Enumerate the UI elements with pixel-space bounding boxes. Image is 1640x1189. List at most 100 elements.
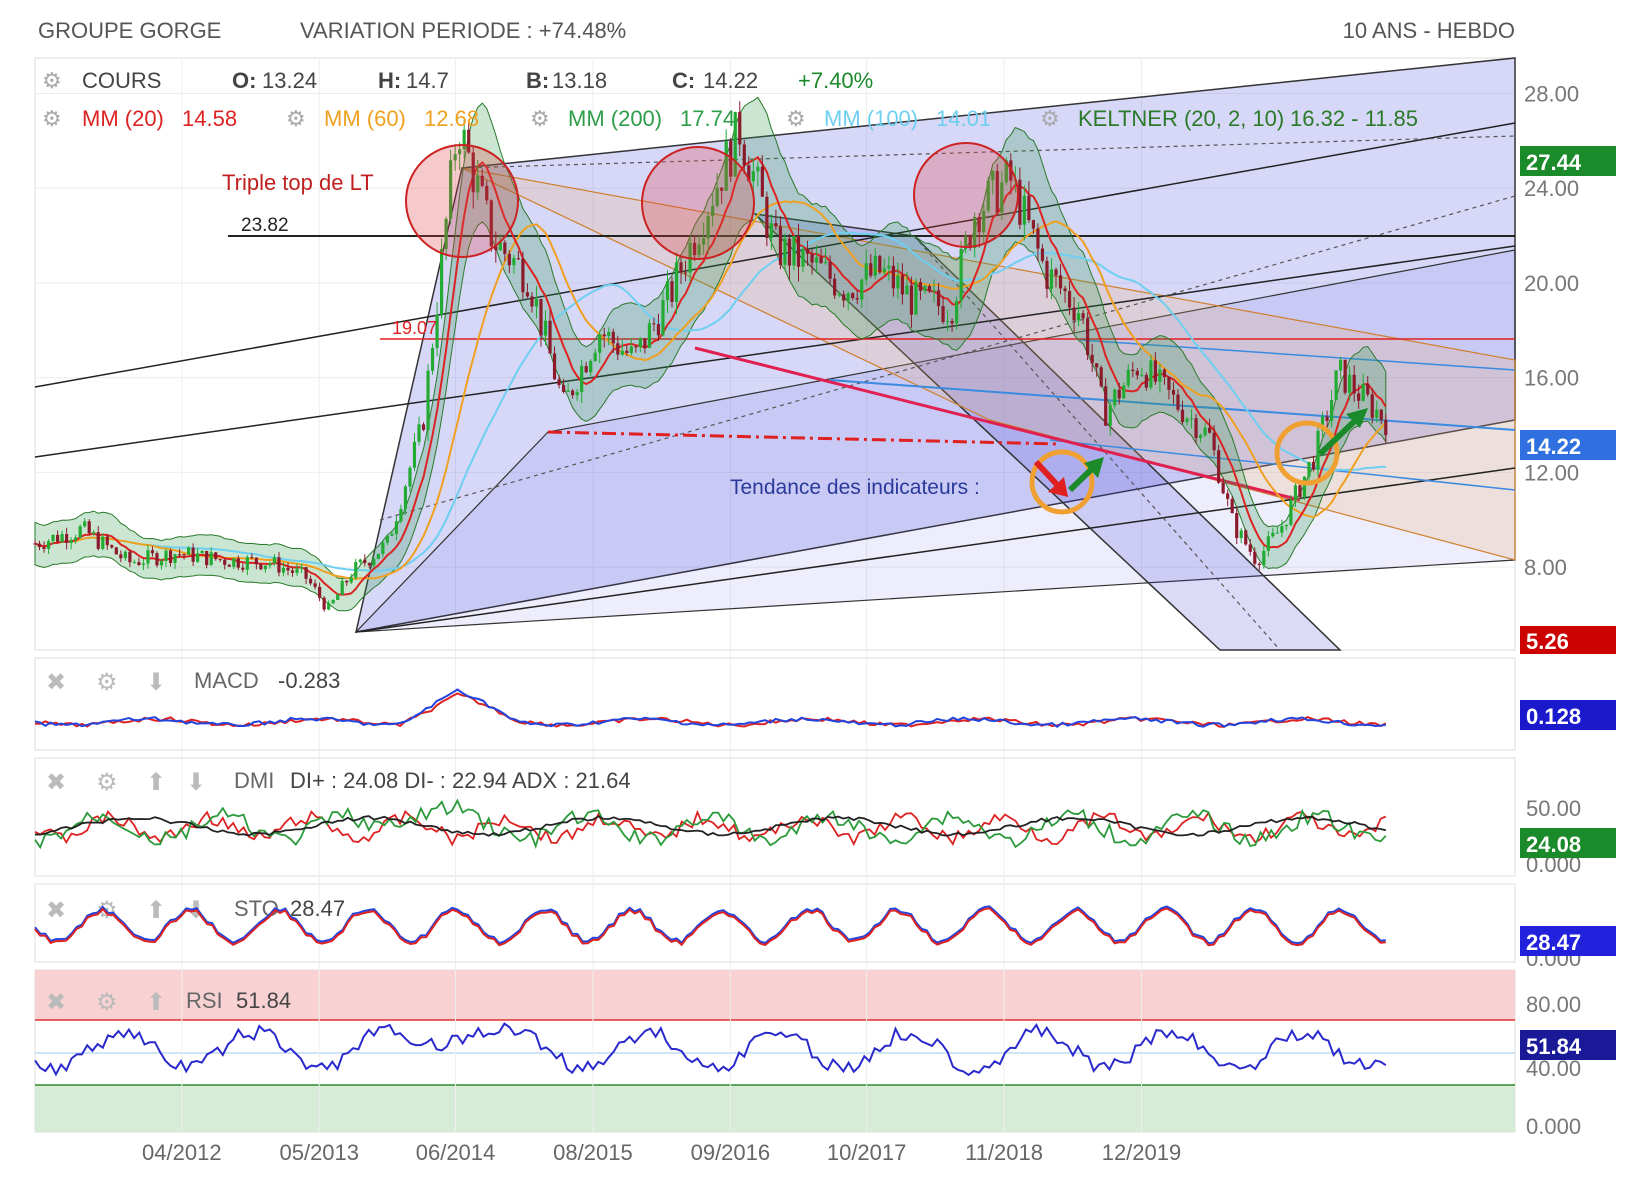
candle-body: [652, 323, 656, 325]
candle-body: [973, 216, 977, 248]
arrow-up-icon[interactable]: ⬆: [146, 989, 166, 1016]
variation-text: VARIATION PERIODE : +74.48%: [300, 18, 626, 43]
candle-body: [647, 323, 652, 348]
candle-body: [548, 320, 552, 354]
close-icon[interactable]: ✖: [46, 989, 66, 1016]
candle-body: [575, 392, 579, 396]
arrow-up-icon[interactable]: ⬆: [146, 769, 166, 796]
candle-body: [738, 111, 742, 145]
gear-icon[interactable]: ⚙: [786, 106, 806, 131]
horizontal-grid: [35, 93, 1515, 568]
candle-body: [1212, 432, 1216, 451]
candle-body: [629, 346, 633, 354]
candle-body: [458, 149, 462, 155]
arrow-down-icon[interactable]: ⬇: [146, 669, 166, 696]
gear-icon[interactable]: ⚙: [42, 68, 62, 93]
arrow-up-icon[interactable]: ⬆: [146, 897, 166, 924]
candle-body: [932, 290, 936, 292]
candle-body: [1293, 485, 1298, 500]
candle-body: [977, 216, 981, 233]
candle-body: [137, 562, 141, 566]
candle-body: [462, 129, 466, 150]
gear-icon[interactable]: ⚙: [96, 769, 118, 796]
candle-body: [435, 314, 439, 348]
candle-body: [918, 282, 923, 291]
rsi-line: [34, 1022, 1387, 1077]
min-badge: [1520, 626, 1616, 654]
gear-icon[interactable]: ⚙: [1040, 106, 1060, 131]
candle-body: [507, 253, 511, 266]
candle-body: [1104, 386, 1108, 426]
candle-body: [760, 166, 764, 197]
candle-body: [1266, 536, 1270, 551]
candle-body: [756, 166, 760, 172]
candle-body: [322, 597, 326, 610]
candle-body: [114, 547, 118, 555]
close-icon[interactable]: ✖: [46, 897, 66, 924]
gear-icon[interactable]: ⚙: [530, 106, 550, 131]
x-tick-label: 11/2018: [965, 1140, 1043, 1165]
candle-body: [638, 338, 642, 348]
candle-body: [295, 568, 299, 573]
gear-icon[interactable]: ⚙: [96, 989, 118, 1016]
candle-body: [1140, 374, 1144, 376]
candle-body: [96, 532, 100, 549]
candle-body: [1208, 427, 1212, 433]
period-text: 10 ANS - HEBDO: [1343, 18, 1515, 43]
candle-body: [1284, 524, 1289, 527]
candle-body: [1357, 393, 1361, 401]
pitchfork-overlays: [34, 57, 1516, 651]
candle-body: [1162, 369, 1167, 377]
trendline-1: [34, 122, 1516, 388]
candle-body: [1000, 182, 1004, 213]
gear-icon[interactable]: ⚙: [42, 106, 62, 131]
candle-body: [995, 171, 999, 213]
candle-body: [1198, 435, 1203, 438]
candle-body: [141, 563, 146, 566]
y-axis-labels: 28.00 24.00 20.00 16.00 12.00 8.00: [1524, 82, 1579, 581]
candle-body: [354, 562, 358, 578]
candle-body: [1325, 416, 1329, 421]
candle-body: [1158, 369, 1162, 382]
candle-body: [1316, 430, 1320, 470]
candle-body: [683, 272, 688, 274]
rsi-tick-40: 40.00: [1526, 1056, 1581, 1081]
candle-body: [914, 282, 918, 315]
candle-body: [196, 553, 200, 562]
gear-icon[interactable]: ⚙: [286, 106, 306, 131]
candle-body: [810, 253, 814, 263]
candle-body: [444, 218, 448, 249]
candle-body: [187, 547, 191, 555]
candle-body: [299, 567, 304, 569]
candle-body: [1302, 476, 1307, 497]
candle-body: [747, 165, 751, 182]
candle-body: [1280, 526, 1284, 533]
candle-body: [254, 557, 258, 565]
candle-body: [1343, 359, 1347, 393]
x-tick-label: 12/2019: [1102, 1140, 1182, 1165]
candle-body: [607, 331, 611, 337]
candle-body: [900, 275, 904, 295]
gear-icon[interactable]: ⚙: [96, 669, 118, 696]
candle-body: [711, 205, 715, 216]
y-tick-label: 8.00: [1524, 555, 1567, 580]
candle-body: [485, 185, 489, 201]
arrow-down-icon[interactable]: ⬇: [186, 769, 206, 796]
candle-body: [805, 248, 810, 254]
candle-body: [1058, 275, 1063, 289]
candle-body: [702, 238, 706, 245]
candle-body: [159, 560, 164, 566]
low-value: 13.18: [552, 68, 607, 93]
x-tick-label: 10/2017: [827, 1140, 907, 1165]
close-icon[interactable]: ✖: [46, 669, 66, 696]
close-icon[interactable]: ✖: [46, 769, 66, 796]
candle-body: [561, 385, 566, 392]
candle-body: [331, 600, 335, 604]
candle-body: [1348, 374, 1352, 393]
candle-body: [313, 583, 317, 587]
mm100-line: [34, 231, 1386, 572]
candle-body: [123, 551, 127, 559]
candles-group: [33, 101, 1388, 612]
candle-body: [751, 171, 755, 182]
